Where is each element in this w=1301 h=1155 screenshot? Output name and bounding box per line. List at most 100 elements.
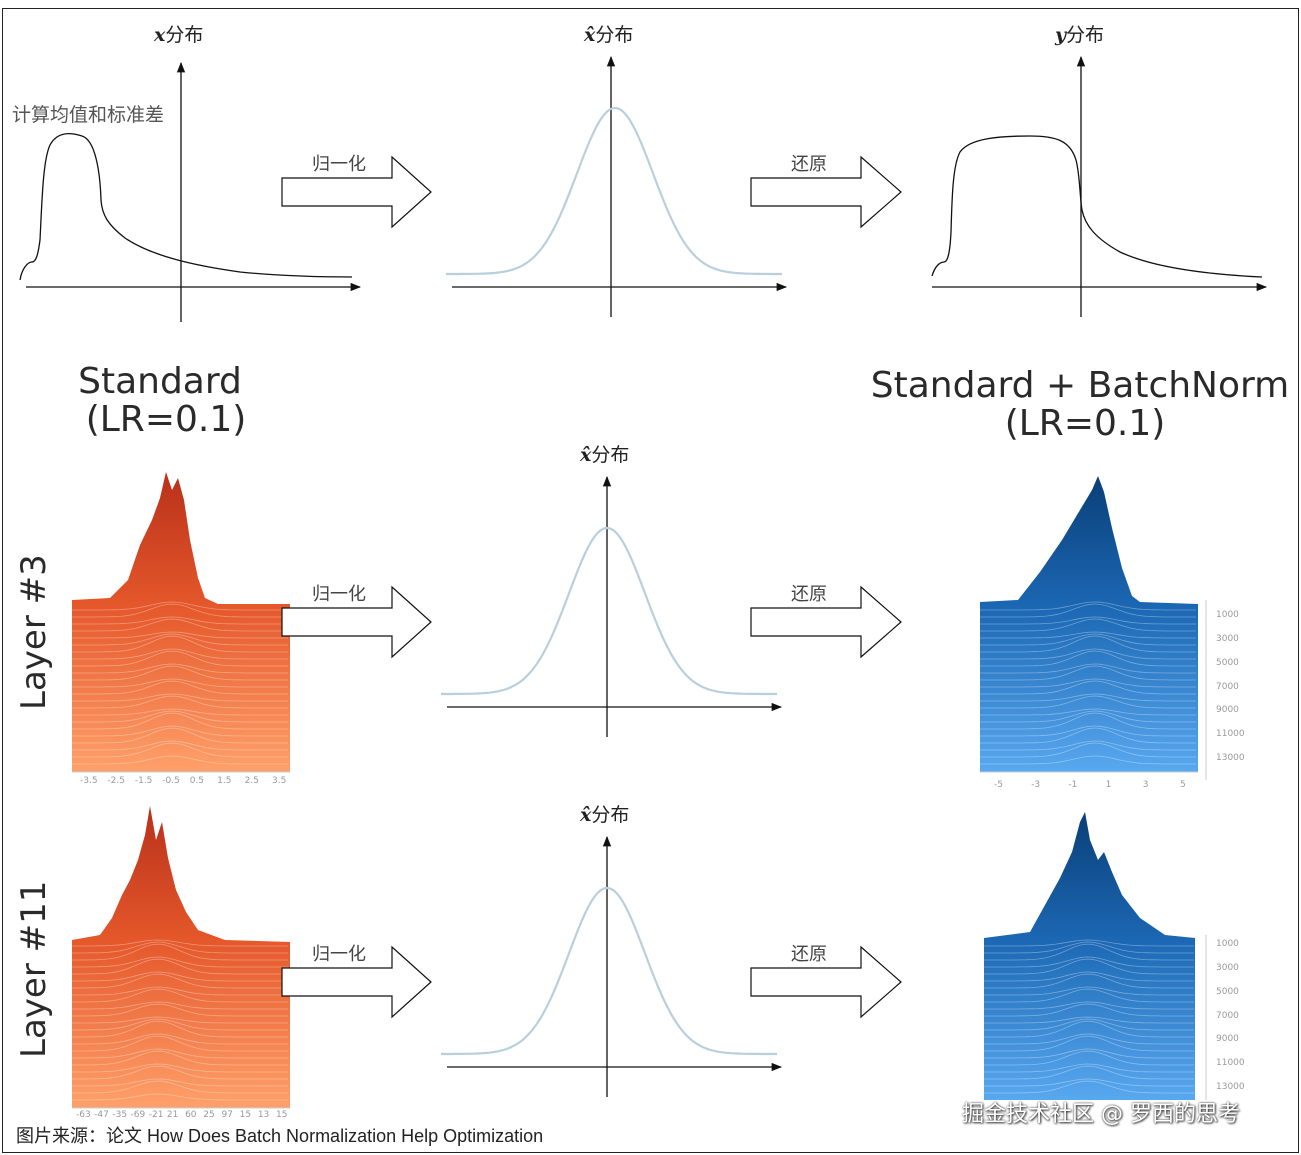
tick-label: -69 (130, 1110, 146, 1120)
tick-label: 1 (1105, 780, 1112, 790)
ridge-line (980, 680, 1196, 695)
ridge-line (72, 939, 288, 947)
ridge-line (984, 988, 1194, 1003)
tick-label: 3 (1142, 780, 1149, 790)
ridge-line (980, 712, 1196, 730)
ridge-line (72, 601, 288, 611)
tick-label: 3000 (1216, 633, 1239, 644)
ridge-line (72, 1020, 288, 1038)
ridge-line (980, 695, 1196, 709)
ridge-line (984, 1080, 1194, 1094)
ridge-line (72, 665, 288, 681)
ridge-plot-batchnorm-layer11 (984, 812, 1207, 1100)
normalize-label-row1: 归一化 (312, 584, 366, 605)
xhat-distribution-title-row1: x̂分布 (580, 444, 630, 466)
y-distribution-plot (931, 55, 1268, 317)
ridge-line (980, 648, 1196, 660)
ridge-plot-standard-layer11 (72, 806, 290, 1109)
ridge-line (984, 973, 1194, 989)
tick-label: 9000 (1216, 1034, 1239, 1045)
ridge-line (980, 601, 1196, 611)
tick-label: 15 (239, 1110, 252, 1120)
tick-label: -2.5 (107, 776, 125, 786)
ridge-line (72, 1065, 288, 1080)
ridge-line (980, 727, 1196, 744)
ridge-line (72, 740, 288, 751)
ridge-line (72, 1001, 288, 1010)
ridge-line (984, 1018, 1194, 1031)
normalize-arrow-row1 (281, 585, 432, 659)
x-distribution-plot (19, 61, 362, 322)
tick-label: 0.5 (189, 776, 205, 786)
restore-label-row1: 还原 (791, 584, 827, 605)
ridge-line (72, 680, 288, 695)
tick-label: 11000 (1216, 1058, 1245, 1069)
ridge-line (984, 1063, 1194, 1073)
ridge-line (72, 616, 288, 625)
ridge-line (72, 1080, 288, 1094)
xhat-distribution-title-top: x̂分布 (584, 24, 634, 46)
tick-label: 7000 (1216, 681, 1239, 692)
tick-label: 9000 (1216, 705, 1239, 716)
ridge-line (980, 665, 1196, 681)
ridge-line (72, 1018, 288, 1031)
ridge-line (72, 693, 288, 702)
ridge-line (980, 633, 1196, 646)
tick-label: 7000 (1216, 1010, 1239, 1021)
ridge-plot-standard-layer3 (72, 472, 290, 773)
ridge-line (980, 710, 1196, 723)
ridge-line (980, 663, 1196, 674)
ridge-line (72, 971, 288, 982)
tick-label: 3000 (1216, 962, 1239, 973)
batchnorm-heading-line2: (LR=0.1) (1004, 403, 1166, 444)
tick-label: 3.5 (272, 776, 287, 786)
ridge-line (980, 631, 1196, 639)
xhat-distribution-title-row2: x̂分布 (580, 804, 630, 826)
ridge-line (72, 973, 288, 989)
normalize-arrow-row2 (281, 945, 432, 1019)
ridge-line (980, 603, 1196, 618)
ridge-line (72, 1016, 288, 1024)
watermark: 掘金技术社区 @ 罗西的思考 (962, 1102, 1240, 1127)
ridge-line (72, 727, 288, 744)
tick-label: 2.5 (244, 776, 259, 786)
ridge-line (984, 1048, 1194, 1059)
normalize-label-top: 归一化 (312, 154, 366, 175)
ridge-line (984, 1020, 1194, 1038)
normalize-label-row2: 归一化 (312, 944, 366, 965)
ridge-line (984, 1065, 1194, 1080)
ridge-line (980, 742, 1196, 758)
ridge-line (72, 618, 288, 632)
ridge-line (72, 631, 288, 639)
ridge-line (980, 740, 1196, 751)
ridge-line (984, 958, 1194, 975)
ridge-line (72, 988, 288, 1003)
ridge-line (984, 1033, 1194, 1045)
layer-11-label: Layer #11 (14, 880, 54, 1058)
ridge-line (72, 742, 288, 758)
standard-heading-line2: (LR=0.1) (85, 399, 247, 440)
ridge-line (980, 616, 1196, 625)
restore-arrow-row2 (750, 945, 902, 1019)
normalize-arrow-top (281, 155, 432, 229)
ridge-line (72, 1093, 288, 1101)
ridge-line (72, 941, 288, 954)
ridge-line (72, 1063, 288, 1073)
tick-label: -63 (76, 1110, 91, 1120)
ridge-line (72, 712, 288, 730)
tick-label: 13 (257, 1110, 270, 1120)
tick-label: -0.5 (162, 776, 180, 786)
tick-label: 97 (221, 1110, 233, 1120)
ridge-line (984, 956, 1194, 968)
ridge-line (980, 635, 1196, 653)
ridge-line (72, 678, 288, 688)
ridge-line (72, 650, 288, 667)
tick-label: -3 (1031, 780, 1041, 790)
ridge-line (72, 943, 288, 961)
x-distribution-title: x分布 (154, 24, 204, 46)
ridge-line (72, 648, 288, 660)
restore-label-row2: 还原 (791, 944, 827, 965)
ridge-line (72, 603, 288, 618)
ridge-line (72, 1050, 288, 1066)
figure-frame (2, 8, 1299, 1153)
